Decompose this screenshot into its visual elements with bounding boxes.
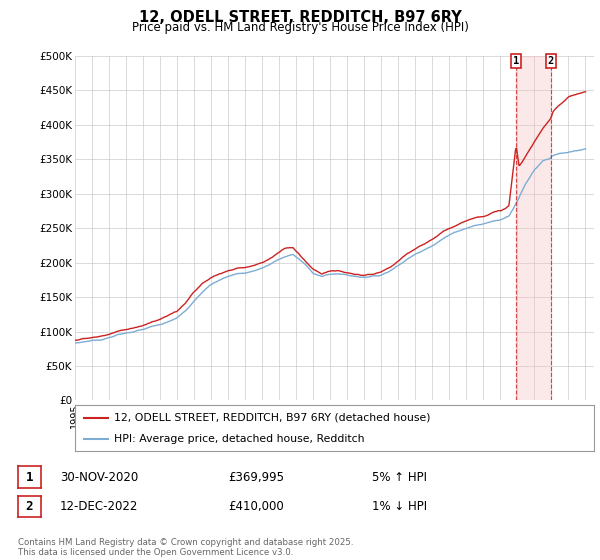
Text: 2: 2 [26,500,33,514]
Text: 1: 1 [513,56,519,66]
Text: 1: 1 [26,470,33,484]
Text: £369,995: £369,995 [228,470,284,484]
Text: £410,000: £410,000 [228,500,284,514]
Text: 2: 2 [547,56,554,66]
Text: 1% ↓ HPI: 1% ↓ HPI [372,500,427,514]
Text: Contains HM Land Registry data © Crown copyright and database right 2025.
This d: Contains HM Land Registry data © Crown c… [18,538,353,557]
Text: Price paid vs. HM Land Registry's House Price Index (HPI): Price paid vs. HM Land Registry's House … [131,21,469,34]
Text: 12, ODELL STREET, REDDITCH, B97 6RY: 12, ODELL STREET, REDDITCH, B97 6RY [139,10,461,25]
Text: 12, ODELL STREET, REDDITCH, B97 6RY (detached house): 12, ODELL STREET, REDDITCH, B97 6RY (det… [114,413,430,423]
Text: 30-NOV-2020: 30-NOV-2020 [60,470,138,484]
Bar [516,56,551,400]
Text: 5% ↑ HPI: 5% ↑ HPI [372,470,427,484]
Text: 12-DEC-2022: 12-DEC-2022 [60,500,139,514]
Text: HPI: Average price, detached house, Redditch: HPI: Average price, detached house, Redd… [114,435,364,444]
